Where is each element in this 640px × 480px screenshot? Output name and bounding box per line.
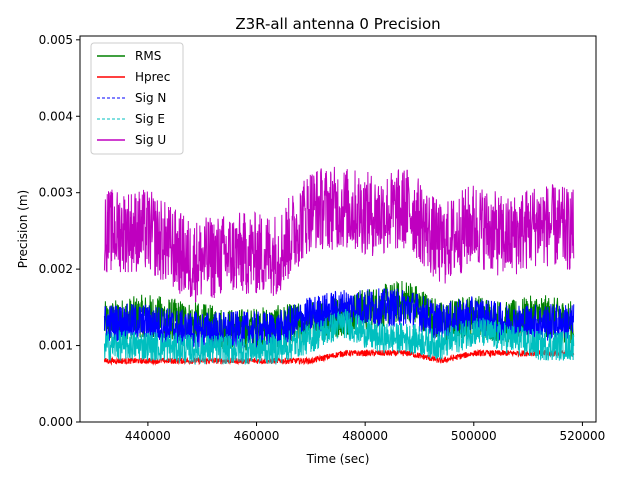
x-tick-label: 440000 (125, 429, 171, 443)
y-axis-label: Precision (m) (16, 190, 30, 268)
legend-label: RMS (135, 49, 161, 63)
legend-label: Sig N (135, 91, 166, 105)
series-layer (103, 166, 575, 366)
y-tick-label: 0.000 (39, 415, 73, 429)
x-tick-label: 460000 (234, 429, 280, 443)
axes-frame (79, 35, 597, 423)
series-line-sig-e (103, 308, 575, 365)
x-tick-label: 480000 (342, 429, 388, 443)
legend-box (90, 42, 184, 155)
x-tick-label: 520000 (560, 429, 606, 443)
series-line-hprec (103, 348, 575, 366)
y-tick-label: 0.005 (39, 33, 73, 47)
series-line-sig-u (103, 166, 575, 303)
y-tick-label: 0.004 (39, 109, 73, 123)
y-axis: 0.000 0.001 0.002 0.003 0.004 0.005 (39, 33, 80, 429)
legend: RMS Hprec Sig N Sig E Sig U (90, 42, 184, 155)
x-axis-label: Time (sec) (306, 452, 370, 466)
legend-label: Sig E (135, 112, 165, 126)
chart-title: Z3R-all antenna 0 Precision (235, 15, 440, 33)
legend-label: Sig U (135, 133, 166, 147)
y-tick-label: 0.001 (39, 339, 73, 353)
y-tick-label: 0.002 (39, 262, 73, 276)
x-tick-label: 500000 (451, 429, 497, 443)
legend-label: Hprec (135, 70, 170, 84)
x-axis: 440000 460000 480000 500000 520000 (125, 422, 605, 443)
y-tick-label: 0.003 (39, 186, 73, 200)
